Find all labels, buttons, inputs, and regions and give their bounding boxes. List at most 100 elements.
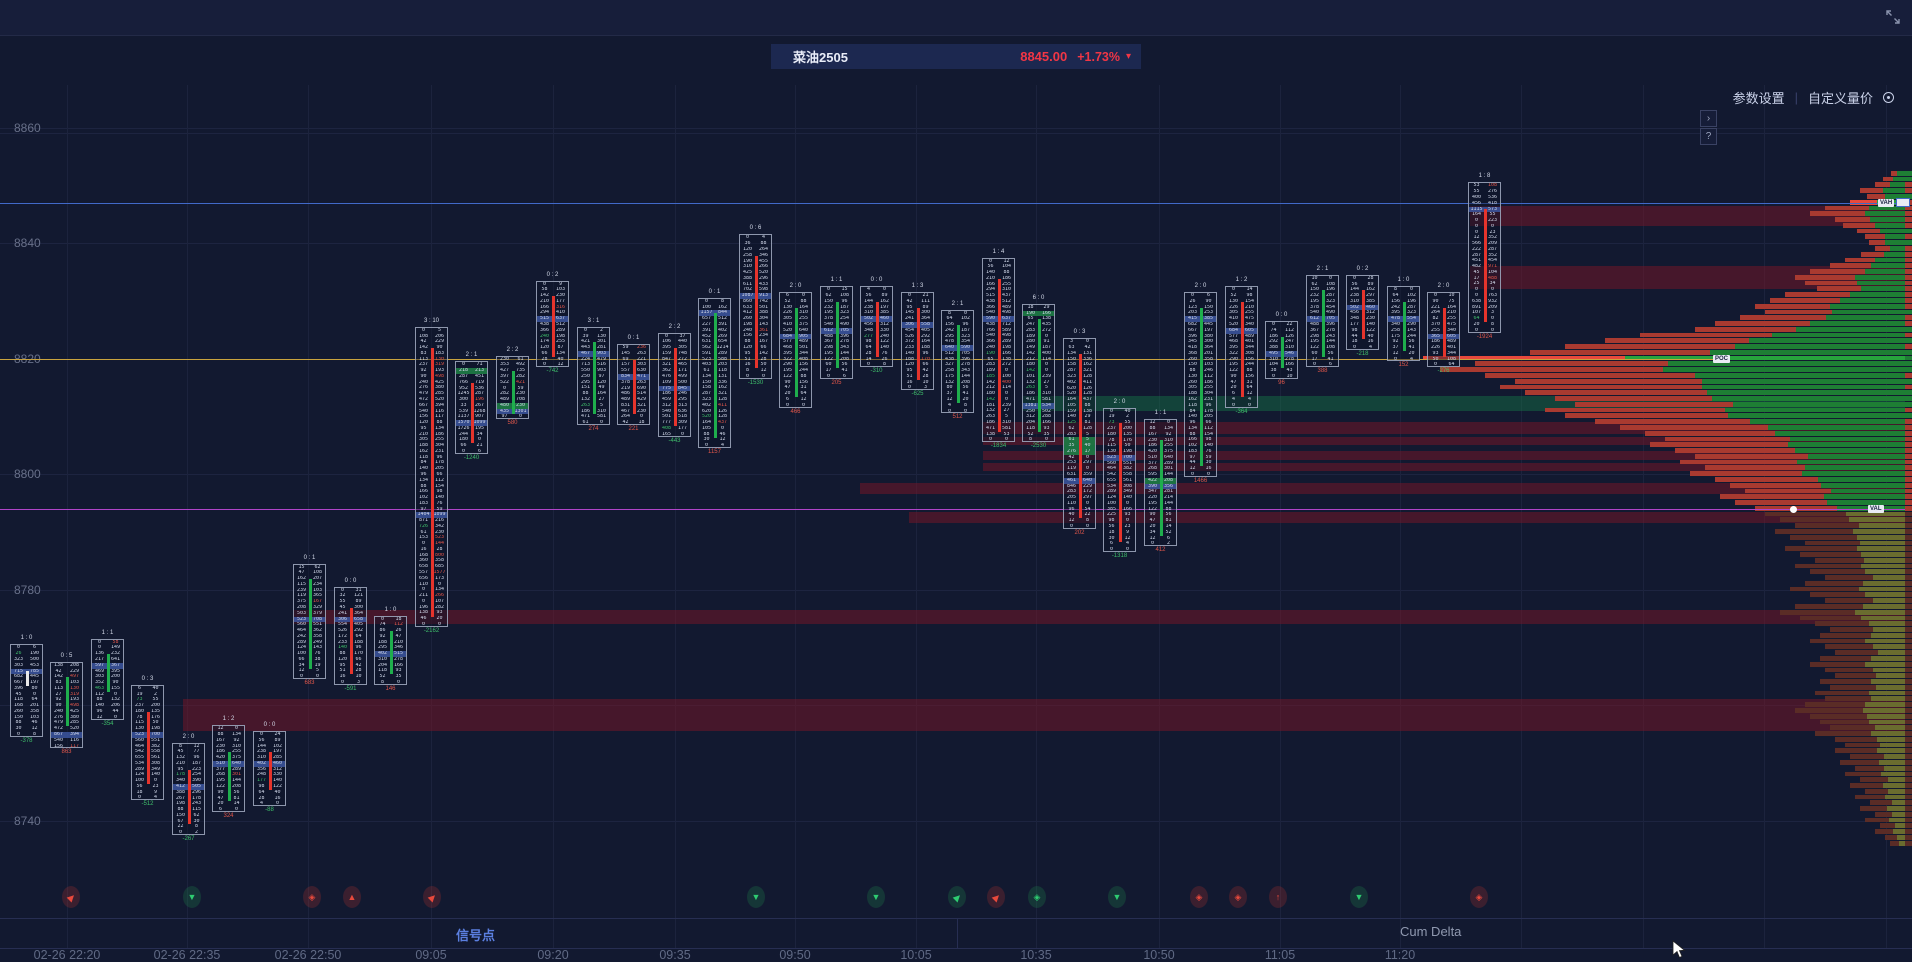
signal-layers-icon[interactable]: ◈	[303, 886, 321, 908]
footprint-candle[interactable]: 0 : 0 0 24 56 89 144 102 238 197 310 285 402 460 356 3…	[253, 722, 286, 817]
signal-down-icon[interactable]: ▼	[1350, 886, 1368, 908]
bid-volume: 104	[1268, 362, 1279, 368]
signal-layers-icon[interactable]: ◈	[1470, 886, 1488, 908]
ask-volume: 206	[434, 333, 445, 339]
candle-body-bar	[593, 342, 596, 415]
profile-sell-bar	[1715, 321, 1810, 326]
footprint-candle[interactable]: 0 : 2 0 28 56 89 144 162 238 297 310 385 502 460 456 3…	[1346, 266, 1379, 361]
ask-volume: 162	[717, 385, 728, 391]
signal-arrow-icon[interactable]: ↑	[1269, 886, 1287, 908]
signal-glyph: ◈	[1195, 891, 1203, 902]
signal-up-icon[interactable]: ▲	[343, 886, 361, 908]
footprint-candle[interactable]: 0 : 0 0 31 32 121 55 89 45 300 241 364 306 658 554 405…	[334, 578, 367, 696]
footprint-candle[interactable]: 1 : 4 0 12 56 104 140 88 210 186 166 255 294 310 515 4…	[982, 249, 1015, 454]
footprint-candle[interactable]: 2 : 0 0 6 26 90 123 150 203 253 415 385 682 445 667 19…	[1184, 283, 1217, 488]
signal-brush-icon[interactable]: ▶	[62, 886, 80, 908]
footprint-row: 150 62	[173, 813, 204, 819]
footprint-candle[interactable]: 0 : 3 6 40 19 2 73 55 237 200 180 135 78 176 115 50 130…	[131, 676, 164, 812]
footprint-candle[interactable]: 6 : 0 18 29 190 166 65 138 247 435 283 272 189 0 280 9…	[1022, 295, 1055, 454]
footprint-candle[interactable]: 1 : 8 53 108 55 276 400 536 456 418 1115 573 164 55 0…	[1468, 173, 1501, 343]
footprint-candle[interactable]: 2 : 1 8 0 64 102 156 96 242 187 295 323 478 354 640 59…	[941, 301, 974, 425]
candle-imbalance-header: 6 : 0	[1032, 294, 1045, 301]
bid-volume: 185	[985, 373, 996, 379]
footprint-candle[interactable]: 2 : 0 0 40 19 2 73 55 237 200 180 135 78 176 115 50 130…	[1103, 399, 1136, 563]
custom-volume-price-link[interactable]: 自定义量价	[1807, 91, 1873, 106]
target-circle-icon[interactable]	[1883, 92, 1894, 103]
footprint-candle[interactable]: 1 : 0 8 0 64 102 156 196 242 287 395 323 478 554 340 2…	[1387, 277, 1420, 372]
signal-down-icon[interactable]: ▼	[747, 886, 765, 908]
footprint-row: 203 253	[1185, 310, 1216, 316]
footprint-candle[interactable]: 3 : 10 0 5 108 206 42 229 142 90 83 183 113 130 237 31…	[415, 318, 448, 638]
footprint-candle[interactable]: 1 : 3 0 21 42 111 95 89 145 300 241 364 306 558 454 40…	[901, 283, 934, 401]
footprint-candle[interactable]: 0 : 6 0 4 36 88 120 264 258 346 190 455 310 266 425 52…	[739, 225, 772, 389]
footprint-candle[interactable]: 0 : 1 59 236 145 263 69 221 157 303 557 630 834 471 3…	[617, 335, 650, 436]
signal-down-icon[interactable]: ▼	[1108, 886, 1126, 908]
profile-sell-bar	[1867, 194, 1885, 199]
profile-edge-mark	[1905, 592, 1912, 598]
footprint-candle[interactable]: 2 : 1 0 71 218 213 287 451 766 719 952 536 1245 287 3…	[455, 352, 488, 464]
footprint-candle[interactable]: 2 : 0 0 10 90 75 221 164 264 210 82 255 370 475 255 34…	[1427, 283, 1460, 378]
ask-volume: 498	[1001, 333, 1012, 339]
bid-volume: 42	[622, 420, 629, 426]
signal-brush-icon[interactable]: ▶	[948, 886, 966, 908]
footprint-candle[interactable]: 2 : 2 230 61 353 492 427 735 397 282 522 421 0 59 282…	[496, 347, 529, 431]
signal-brush-icon[interactable]: ▶	[987, 886, 1005, 908]
footprint-candle[interactable]: 1 : 0 0 6 26 190 323 500 303 453 715 785 682 445 667 1…	[10, 635, 43, 747]
instrument-selector[interactable]: 菜油2505 8845.00 +1.73% ▾	[771, 44, 1141, 69]
signal-layers-icon[interactable]: ◈	[1190, 886, 1208, 908]
ask-volume: 289	[717, 350, 728, 356]
candle-delta-label: 221	[628, 426, 639, 432]
signal-brush-icon[interactable]: ▶	[423, 886, 441, 908]
ask-volume: 134	[231, 732, 242, 738]
footprint-candle[interactable]: 1 : 0 0 18 74 112 86 26 92 47 188 210 295 346 402 515 3…	[374, 607, 407, 696]
footprint-candle[interactable]: 2 : 0 6 0 52 88 130 164 226 310 305 255 410 375 520 64…	[779, 283, 812, 419]
expand-icon[interactable]	[1886, 10, 1900, 29]
cum-delta-label[interactable]: Cum Delta	[1400, 924, 1462, 939]
panel-help-button[interactable]: ?	[1700, 128, 1717, 145]
footprint-candle[interactable]: 0 : 1 0 8 100 162 1157 844 657 512 227 391 391 402 45…	[698, 289, 731, 459]
signal-down-icon[interactable]: ▼	[867, 886, 885, 908]
bid-volume: 30	[1108, 535, 1115, 541]
footprint-candle[interactable]: 2 : 2 0 37 106 440 395 305 159 748 847 272 321 465 36…	[658, 324, 691, 448]
footprint-candle[interactable]: 0 : 0 4 0 56 89 144 162 238 197 310 385 502 460 456 31…	[860, 277, 893, 378]
footprint-candle[interactable]: 0 : 3 3 0 63 42 134 131 150 336 158 162 287 321 323 12…	[1063, 329, 1096, 540]
ask-volume: 282	[515, 374, 526, 379]
signal-glyph: ▼	[751, 891, 761, 902]
profile-buy-bar	[1887, 806, 1905, 811]
footprint-candle[interactable]: 0 : 2 0 9 58 103 142 230 210 177 166 316 294 410 515 6…	[536, 272, 569, 379]
footprint-candle[interactable]: 1 : 1 0 15 62 108 150 96 232 187 195 323 378 254 540 4…	[820, 277, 853, 389]
footprint-row: 188 210	[375, 640, 406, 646]
footprint-candle[interactable]: 1 : 1 0 58 0 149 136 232 217 641 597 367 469 395 303 2…	[91, 630, 124, 731]
footprint-candle[interactable]: 0 : 5 138 208 42 229 142 497 83 103 113 130 27 319 92…	[50, 653, 83, 760]
collapse-panel-button[interactable]: ›	[1700, 110, 1717, 127]
footprint-candle[interactable]: 0 : 1 15 62 47 108 162 207 115 234 239 103 119 365 37…	[293, 555, 326, 691]
params-settings-link[interactable]: 参数设置	[1732, 91, 1785, 106]
candle-box: 0 4 36 88 120 264 258 346 190 455 310 266 425 520 388 2…	[739, 234, 772, 379]
signal-panel-label[interactable]: 信号点	[456, 928, 496, 943]
footprint-candle[interactable]: 1 : 2 0 14 52 98 130 154 226 210 305 255 410 475 520 3…	[1225, 277, 1258, 418]
bid-volume: 362	[661, 368, 672, 374]
chevron-down-icon[interactable]: ▾	[1125, 51, 1131, 62]
bid-volume: 348	[863, 327, 874, 333]
signal-layers-icon[interactable]: ◈	[1229, 886, 1247, 908]
footprint-candle[interactable]: 0 : 0 0 22 74 112 186 126 292 247 388 310 495 546 310…	[1265, 312, 1298, 390]
footprint-candle[interactable]: 1 : 1 12 0 88 134 167 92 230 310 186 255 420 375 510 6…	[1144, 410, 1177, 557]
instrument-change: +1.73%	[1077, 49, 1120, 64]
signal-down-icon[interactable]: ▼	[183, 886, 201, 908]
bid-volume: 422	[1147, 477, 1158, 483]
signal-layers-icon[interactable]: ◈	[1028, 886, 1046, 908]
bid-volume: 100	[1106, 500, 1117, 506]
ask-volume: 451	[474, 374, 485, 380]
footprint-candle[interactable]: 1 : 2 12 0 88 134 167 92 230 310 186 255 420 375 510 6…	[212, 716, 245, 823]
bid-volume: 438	[944, 356, 955, 362]
footprint-row: 122 88	[1226, 368, 1257, 374]
ask-volume: 0	[1044, 362, 1048, 368]
bid-volume: 178	[175, 772, 186, 778]
bid-volume: 12	[217, 726, 224, 732]
footprint-candle[interactable]: 2 : 1 10 0 62 108 150 196 232 287 195 323 378 454 540…	[1306, 266, 1339, 378]
bid-volume: 156	[418, 414, 429, 420]
footprint-candle[interactable]: 2 : 0 8 12 45 77 132 96 210 187 95 223 178 254 340 390…	[172, 734, 205, 846]
footprint-candle[interactable]: 3 : 1 0 2 39 130 421 301 443 281 467 903 224 479 713 5…	[577, 318, 610, 436]
